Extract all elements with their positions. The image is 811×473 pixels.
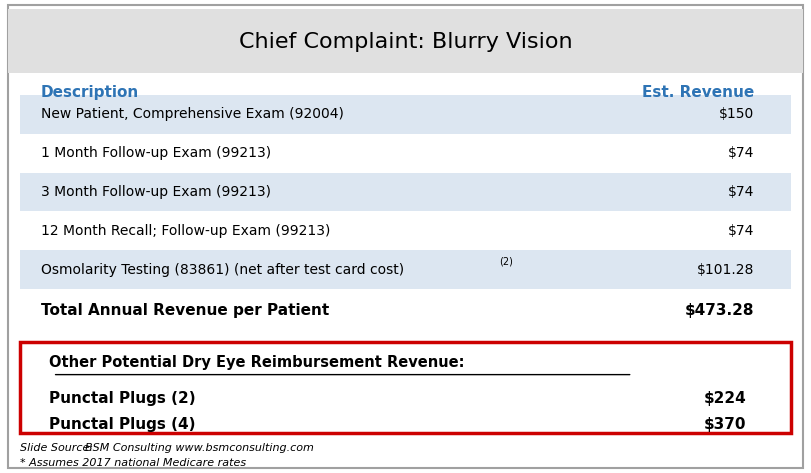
Text: Total Annual Revenue per Patient: Total Annual Revenue per Patient [41,303,328,318]
FancyBboxPatch shape [20,95,791,134]
Text: $150: $150 [719,107,754,122]
Text: $224: $224 [703,391,746,406]
Text: 12 Month Recall; Follow-up Exam (99213): 12 Month Recall; Follow-up Exam (99213) [41,224,330,238]
Text: $101.28: $101.28 [697,263,754,277]
Text: Description: Description [41,85,139,100]
FancyBboxPatch shape [8,9,803,73]
FancyBboxPatch shape [8,5,803,468]
Text: $74: $74 [727,224,754,238]
Text: Slide Source:: Slide Source: [20,443,97,454]
Text: BSM Consulting www.bsmconsulting.com: BSM Consulting www.bsmconsulting.com [85,443,314,454]
Text: 1 Month Follow-up Exam (99213): 1 Month Follow-up Exam (99213) [41,146,271,160]
Text: Chief Complaint: Blurry Vision: Chief Complaint: Blurry Vision [238,32,573,52]
FancyBboxPatch shape [20,211,791,250]
FancyBboxPatch shape [20,342,791,433]
Text: New Patient, Comprehensive Exam (92004): New Patient, Comprehensive Exam (92004) [41,107,343,122]
Text: $74: $74 [727,146,754,160]
Text: $370: $370 [704,417,746,432]
Text: $74: $74 [727,185,754,199]
Text: (2): (2) [499,256,513,266]
Text: Other Potential Dry Eye Reimbursement Revenue:: Other Potential Dry Eye Reimbursement Re… [49,355,464,370]
FancyBboxPatch shape [20,173,791,211]
Text: Punctal Plugs (2): Punctal Plugs (2) [49,391,195,406]
FancyBboxPatch shape [20,250,791,289]
Text: 3 Month Follow-up Exam (99213): 3 Month Follow-up Exam (99213) [41,185,271,199]
Text: Punctal Plugs (4): Punctal Plugs (4) [49,417,195,432]
Text: Est. Revenue: Est. Revenue [642,85,754,100]
Text: Osmolarity Testing (83861) (net after test card cost): Osmolarity Testing (83861) (net after te… [41,263,404,277]
FancyBboxPatch shape [20,134,791,173]
Text: $473.28: $473.28 [684,303,754,318]
Text: * Assumes 2017 national Medicare rates: * Assumes 2017 national Medicare rates [20,457,247,468]
